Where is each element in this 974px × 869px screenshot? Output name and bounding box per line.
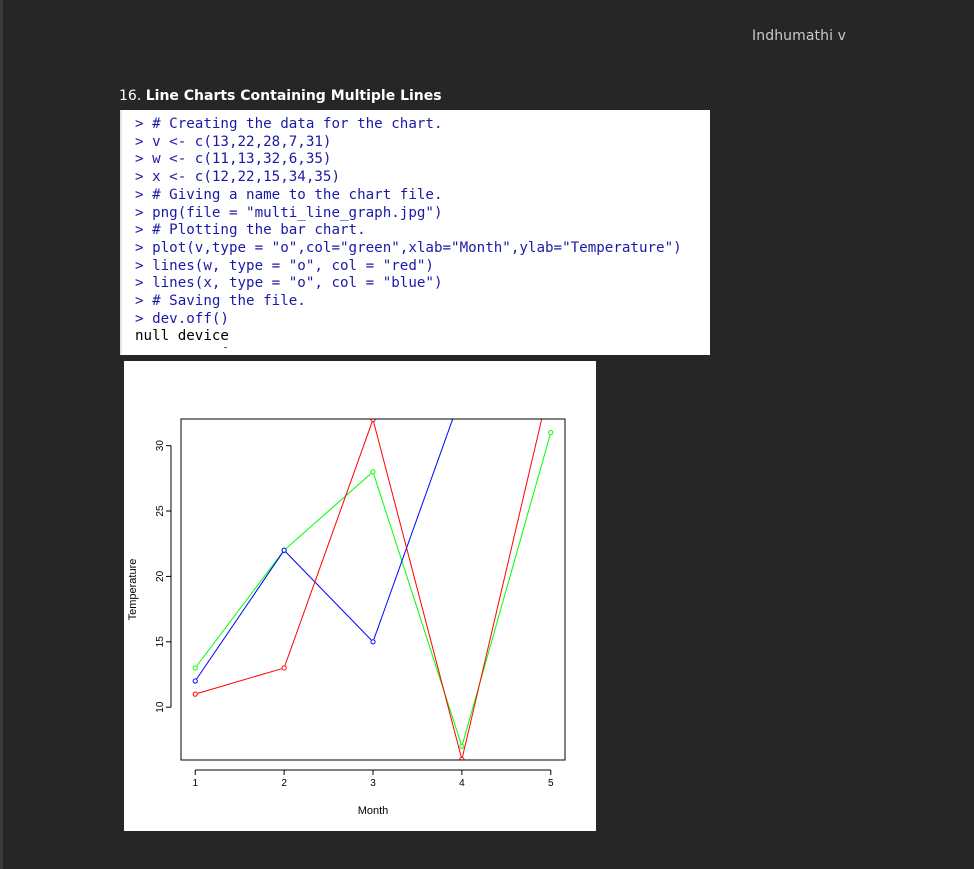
data-point [192, 665, 198, 671]
plot-frame [180, 418, 566, 761]
data-point [549, 378, 553, 382]
code-line: > lines(x, type = "o", col = "blue") [135, 275, 443, 292]
series-line-segment [284, 421, 373, 666]
console-output: null device [135, 328, 229, 344]
y-tick-label: 15 [155, 636, 166, 648]
console-cutoff-glyph [224, 347, 227, 348]
x-axis-label: Month [358, 805, 389, 817]
y-tick-label: 20 [155, 570, 166, 582]
code-line: > w <- c(11,13,32,6,35) [135, 151, 332, 168]
code-line: > dev.off() [135, 310, 229, 327]
data-point [459, 756, 465, 760]
section-number: 16. [119, 88, 142, 104]
data-point [370, 469, 376, 475]
y-tick-label: 10 [155, 701, 166, 713]
section-heading: 16. Line Charts Containing Multiple Line… [119, 88, 442, 104]
author-name: Indhumathi v [752, 28, 847, 44]
series-line-segment [464, 381, 548, 393]
series-line-segment [196, 552, 284, 680]
data-point [459, 743, 465, 750]
section-title: Line Charts Containing Multiple Lines [145, 88, 442, 104]
code-line: > # Giving a name to the chart file. [135, 186, 443, 203]
data-point [460, 391, 464, 395]
code-line: > lines(w, type = "o", col = "red") [135, 257, 434, 274]
data-point [370, 639, 376, 645]
series-line-segment [373, 421, 462, 758]
data-point [281, 665, 287, 671]
data-point [192, 678, 198, 684]
series-line-segment [373, 419, 454, 640]
code-line: > plot(v,type = "o",col="green",xlab="Mo… [135, 239, 682, 256]
code-line: > # Plotting the bar chart. [135, 222, 366, 239]
x-tick-label: 1 [192, 778, 198, 789]
x-tick-label: 5 [548, 778, 554, 789]
series-line-segment [285, 551, 372, 641]
y-tick-label: 30 [155, 440, 166, 452]
chart-svg: 1 2 3 4 5 10 15 20 25 30 Month Temperature [127, 378, 566, 817]
r-console-screenshot: null device > # Creating the data for th… [120, 110, 710, 355]
code-line: > x <- c(12,22,15,34,35) [135, 169, 340, 186]
data-point [281, 547, 287, 553]
series-line-segment [285, 473, 372, 549]
y-tick-label: 25 [155, 505, 166, 517]
left-border [0, 0, 3, 869]
x-tick-label: 4 [459, 778, 465, 789]
data-point [192, 691, 198, 697]
data-point [548, 429, 554, 436]
series-line-segment [197, 668, 282, 694]
series-v [192, 429, 554, 750]
data-point [370, 419, 376, 423]
code-line: > # Saving the file. [135, 293, 306, 309]
series-line-segment [462, 434, 551, 745]
data-point [549, 378, 553, 382]
x-tick-label: 2 [281, 778, 287, 789]
series-line-segment [373, 474, 462, 745]
series-w [192, 378, 553, 760]
y-axis-label: Temperature [127, 559, 139, 621]
series-x [192, 378, 553, 684]
x-tick-label: 3 [370, 778, 376, 789]
code-line: > # Creating the data for the chart. [135, 116, 443, 132]
series-line-segment [461, 419, 543, 758]
code-line: > v <- c(13,22,28,7,31) [135, 133, 332, 150]
code-line: > png(file = "multi_line_graph.jpg") [135, 204, 443, 221]
line-chart: 1 2 3 4 5 10 15 20 25 30 Month Temperature [124, 361, 596, 831]
series-line-segment [196, 552, 283, 667]
